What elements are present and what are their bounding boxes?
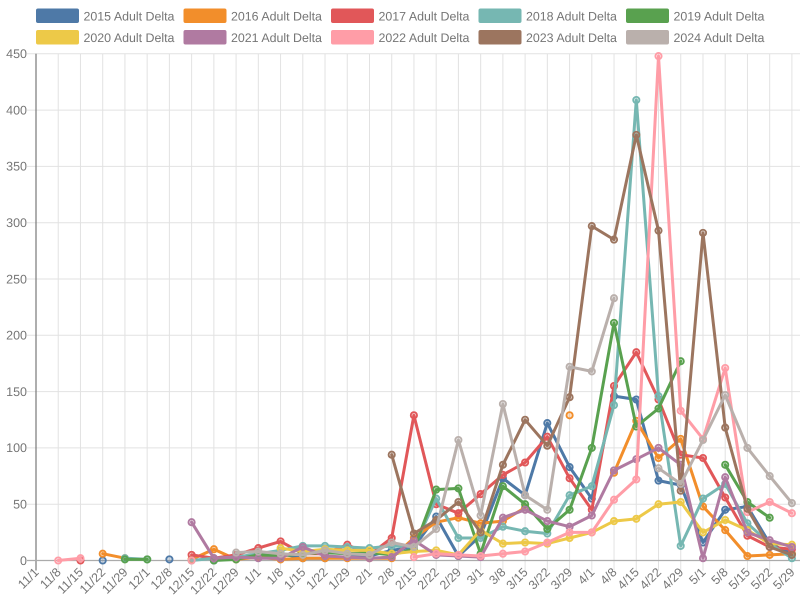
svg-text:1/15: 1/15: [281, 565, 308, 592]
svg-text:2019 Adult Delta: 2019 Adult Delta: [674, 10, 765, 24]
svg-text:250: 250: [6, 272, 27, 286]
svg-text:5/1: 5/1: [686, 565, 708, 587]
svg-text:4/15: 4/15: [615, 565, 642, 592]
svg-text:3/15: 3/15: [504, 565, 531, 592]
svg-text:2020 Adult Delta: 2020 Adult Delta: [84, 31, 175, 45]
svg-text:3/1: 3/1: [464, 565, 486, 587]
svg-text:2015 Adult Delta: 2015 Adult Delta: [84, 10, 175, 24]
svg-text:2017 Adult Delta: 2017 Adult Delta: [379, 10, 470, 24]
svg-text:2016 Adult Delta: 2016 Adult Delta: [231, 10, 322, 24]
svg-text:400: 400: [6, 103, 27, 117]
svg-text:12/1: 12/1: [126, 565, 153, 592]
svg-text:12/29: 12/29: [210, 565, 242, 597]
svg-text:2/1: 2/1: [353, 565, 375, 587]
svg-text:2/29: 2/29: [437, 565, 464, 592]
svg-text:2021 Adult Delta: 2021 Adult Delta: [231, 31, 322, 45]
svg-text:100: 100: [6, 441, 27, 455]
svg-text:5/15: 5/15: [726, 565, 753, 592]
svg-text:150: 150: [6, 385, 27, 399]
svg-text:3/29: 3/29: [548, 565, 575, 592]
svg-text:300: 300: [6, 216, 27, 230]
svg-text:2023 Adult Delta: 2023 Adult Delta: [526, 31, 617, 45]
svg-text:2022 Adult Delta: 2022 Adult Delta: [379, 31, 470, 45]
svg-text:4/22: 4/22: [637, 565, 664, 592]
svg-text:200: 200: [6, 329, 27, 343]
svg-text:2024 Adult Delta: 2024 Adult Delta: [674, 31, 765, 45]
svg-text:1/1: 1/1: [242, 565, 264, 587]
svg-text:4/29: 4/29: [659, 565, 686, 592]
svg-text:5/29: 5/29: [770, 565, 797, 592]
svg-text:2/22: 2/22: [415, 565, 442, 592]
svg-text:450: 450: [6, 47, 27, 61]
svg-text:5/22: 5/22: [748, 565, 775, 592]
svg-text:1/22: 1/22: [304, 565, 331, 592]
svg-text:4/1: 4/1: [575, 565, 597, 587]
svg-text:11/1: 11/1: [15, 565, 41, 591]
svg-text:2/15: 2/15: [392, 565, 419, 592]
svg-text:50: 50: [13, 498, 27, 512]
svg-text:0: 0: [20, 554, 27, 568]
svg-text:350: 350: [6, 160, 27, 174]
svg-text:1/29: 1/29: [326, 565, 353, 592]
svg-text:3/22: 3/22: [526, 565, 553, 592]
svg-text:2018 Adult Delta: 2018 Adult Delta: [526, 10, 617, 24]
